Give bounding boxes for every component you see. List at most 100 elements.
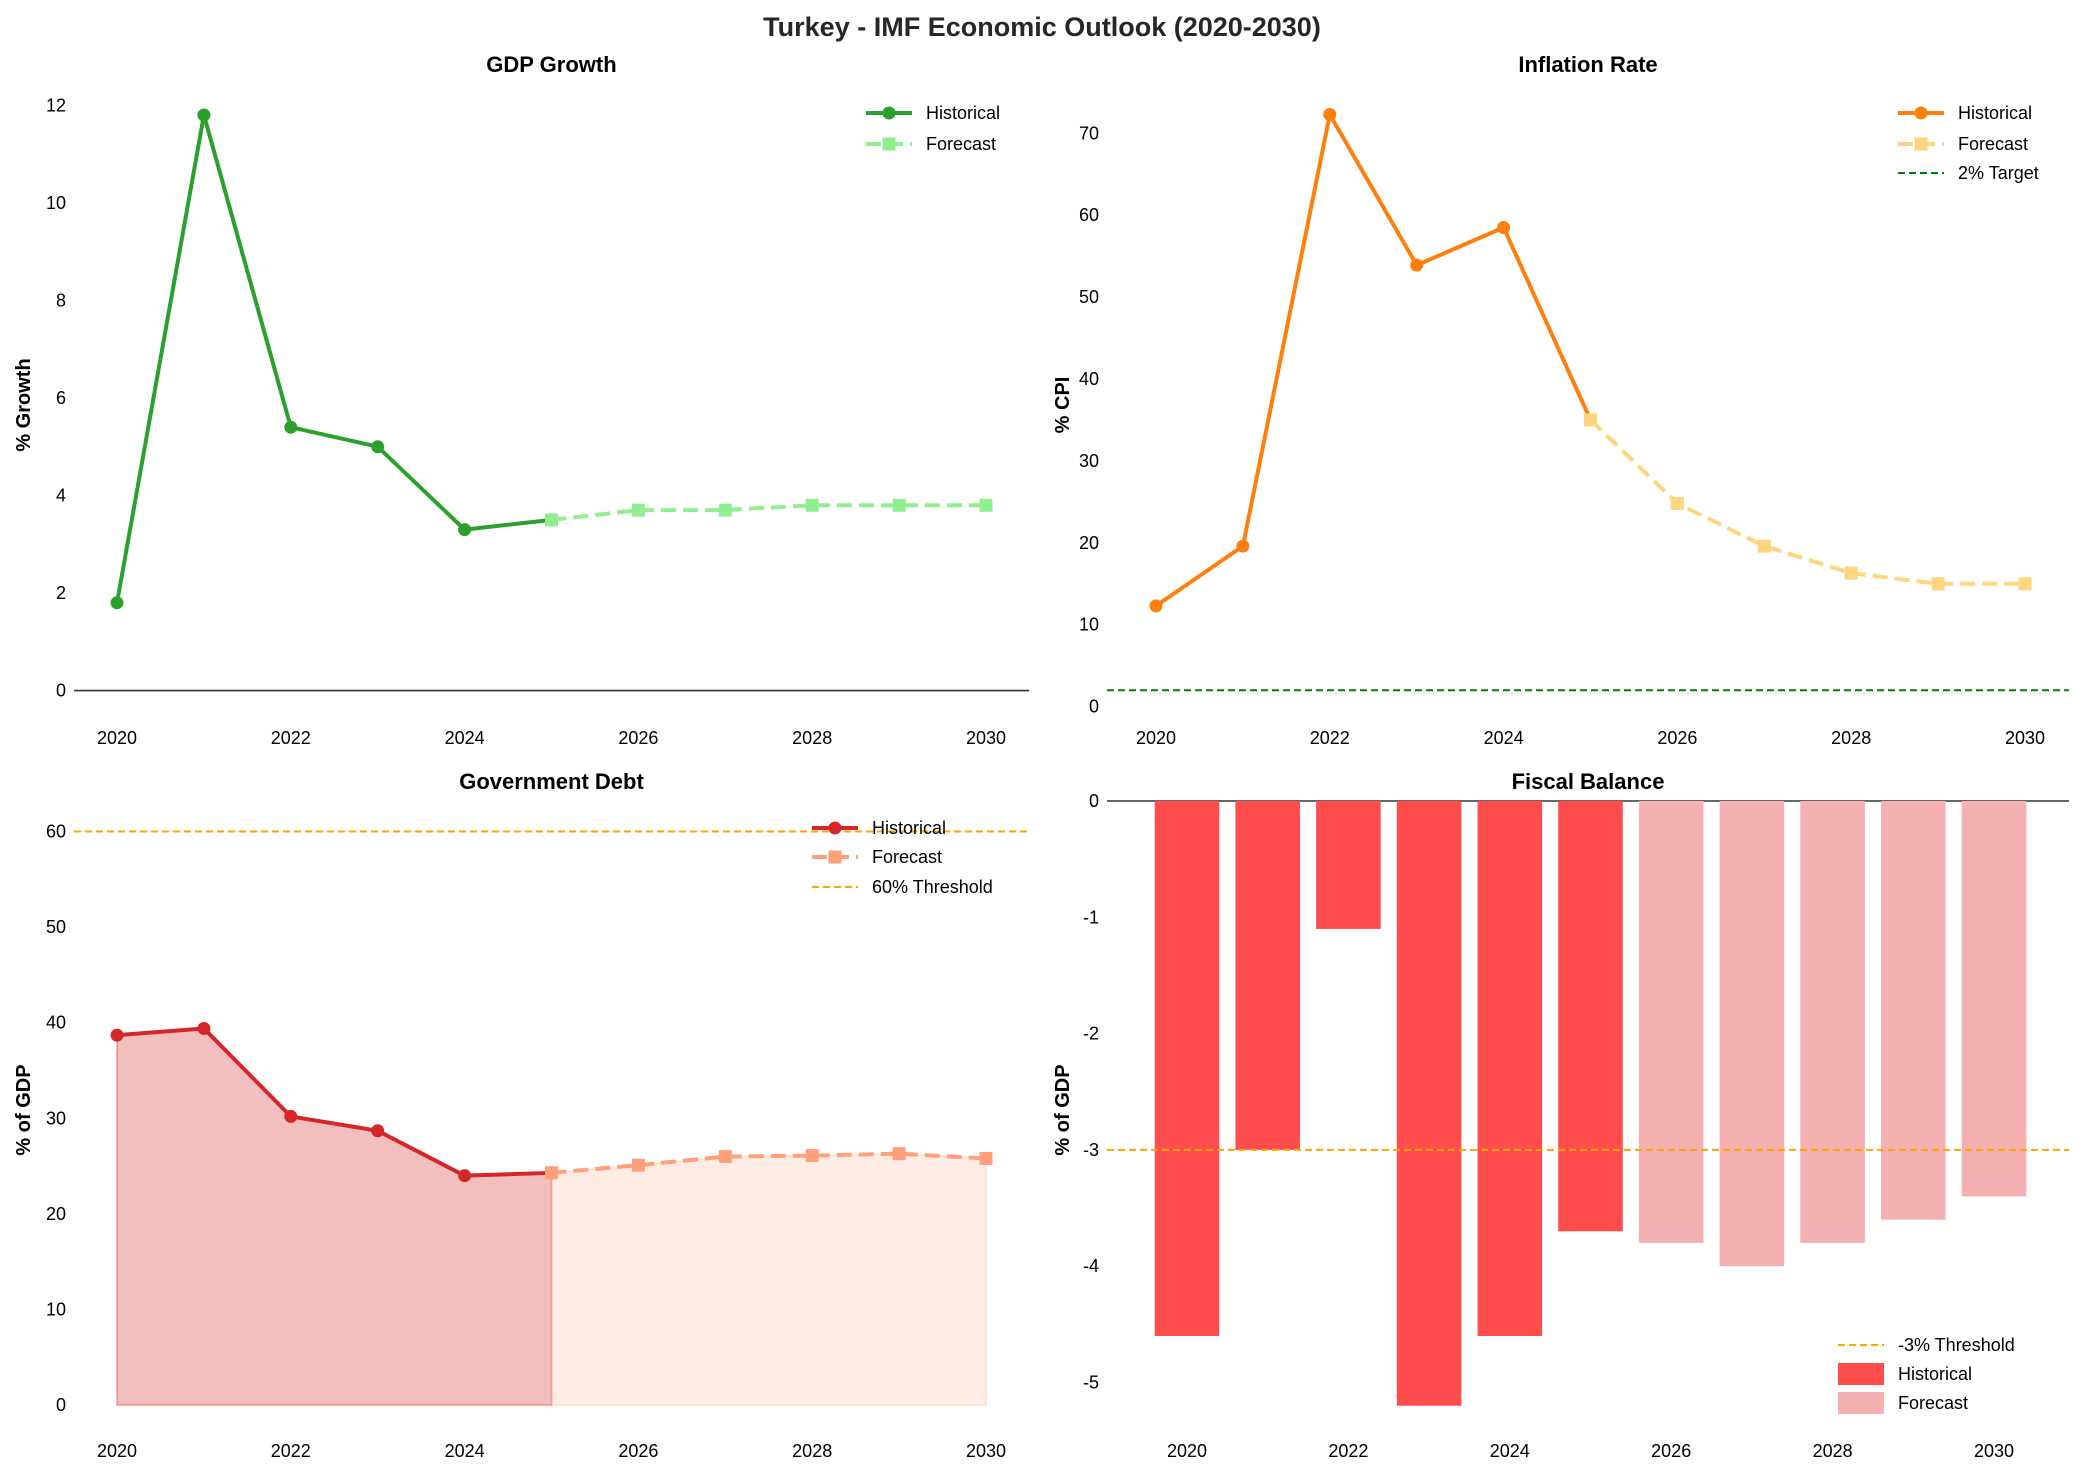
- government-debt-x-tick-label: 2022: [271, 1441, 311, 1461]
- inflation-rate-legend-item: Forecast: [1898, 134, 2028, 154]
- government-debt-y-tick-label: 10: [46, 1300, 66, 1320]
- inflation-rate-historical-point-2022: [1323, 107, 1337, 121]
- legend-marker-icon: [828, 821, 842, 835]
- fiscal-balance-panel: Fiscal Balance % of GDP 0 -1 -2 -3 -4 -5 2020 202…: [1052, 769, 2069, 1461]
- legend-marker-icon: [882, 137, 896, 151]
- gdp-growth-historical-point-2020: [110, 596, 124, 610]
- legend-marker-icon: [1914, 137, 1928, 151]
- fiscal-balance-legend-label: Historical: [1898, 1364, 1972, 1384]
- inflation-rate-forecast-point-2030: [2018, 577, 2032, 591]
- government-debt-x-tick-label: 2028: [792, 1441, 832, 1461]
- government-debt-y-tick-label: 0: [56, 1395, 66, 1415]
- inflation-rate-legend-item: Historical: [1898, 103, 2032, 123]
- gdp-growth-y-tick-label: 6: [56, 388, 66, 408]
- government-debt-historical-point-2020: [110, 1028, 124, 1042]
- government-debt-y-tick-label: 50: [46, 917, 66, 937]
- gdp-growth-forecast-point-2028: [805, 498, 819, 512]
- inflation-rate-x-tick-label: 2020: [1136, 728, 1176, 748]
- government-debt-y-tick-label: 60: [46, 822, 66, 842]
- gdp-growth-x-tick-label: 2020: [97, 728, 137, 748]
- government-debt-x-tick-label: 2024: [445, 1441, 485, 1461]
- gdp-growth-y-tick-label: 0: [56, 681, 66, 701]
- gdp-growth-forecast-point-2029: [892, 498, 906, 512]
- inflation-rate-x-tick-label: 2028: [1831, 728, 1871, 748]
- inflation-rate-title: Inflation Rate: [1518, 52, 1657, 77]
- fiscal-balance-legend: -3% Threshold Historical Forecast: [1838, 1335, 2015, 1414]
- gdp-growth-legend: Historical Forecast: [866, 103, 1000, 154]
- inflation-rate-historical-point-2021: [1236, 539, 1250, 553]
- gdp-growth-legend-label: Historical: [926, 103, 1000, 123]
- gdp-growth-x-tick-label: 2022: [271, 728, 311, 748]
- gdp-growth-x-tick-label: 2026: [618, 728, 658, 748]
- legend-patch-icon: [1838, 1363, 1884, 1385]
- gdp-growth-legend-item: Forecast: [866, 134, 996, 154]
- inflation-rate-legend-label: Historical: [1958, 103, 2032, 123]
- gdp-growth-y-tick-label: 8: [56, 290, 66, 310]
- government-debt-forecast-point-2030: [979, 1151, 993, 1165]
- fiscal-balance-legend-item: -3% Threshold: [1838, 1335, 2015, 1355]
- government-debt-legend-item: 60% Threshold: [812, 877, 993, 897]
- government-debt-legend-item: Historical: [812, 818, 946, 838]
- government-debt-legend: Historical Forecast 60% Threshold: [812, 818, 993, 897]
- government-debt-legend-label: Forecast: [872, 847, 942, 867]
- fiscal-balance-title: Fiscal Balance: [1512, 769, 1665, 794]
- fiscal-balance-bar-forecast-2029: [1881, 801, 1946, 1220]
- inflation-rate-historical-point-2023: [1410, 258, 1424, 272]
- government-debt-forecast-area: [550, 1152, 987, 1407]
- gdp-growth-y-tick-label: 10: [46, 193, 66, 213]
- inflation-rate-forecast-point-2028: [1844, 566, 1858, 580]
- gdp-growth-y-tick-label: 2: [56, 583, 66, 603]
- government-debt-historical-line: [116, 1026, 552, 1178]
- fiscal-balance-x-tick-label: 2024: [1490, 1441, 1530, 1461]
- government-debt-y-axis-label: % of GDP: [13, 1064, 35, 1155]
- gdp-growth-historical-point-2021: [197, 108, 211, 122]
- legend-marker-icon: [828, 850, 842, 864]
- inflation-rate-historical-point-2020: [1149, 599, 1163, 613]
- inflation-rate-y-tick-label: 30: [1079, 451, 1099, 471]
- gdp-growth-forecast-point-2027: [718, 503, 732, 517]
- inflation-rate-x-tick-label: 2024: [1484, 728, 1524, 748]
- inflation-rate-forecast-point-2025: [1584, 413, 1597, 427]
- inflation-rate-y-tick-label: 50: [1079, 287, 1099, 307]
- government-debt-forecast-point-2026: [631, 1158, 645, 1172]
- fiscal-balance-legend-label: -3% Threshold: [1898, 1335, 2015, 1355]
- gdp-growth-legend-label: Forecast: [926, 134, 996, 154]
- inflation-rate-y-axis-label: % CPI: [1052, 377, 1074, 434]
- gdp-growth-y-tick-label: 12: [46, 95, 66, 115]
- fiscal-balance-x-tick-label: 2022: [1328, 1441, 1368, 1461]
- inflation-rate-forecast-point-2026: [1670, 497, 1684, 511]
- inflation-rate-legend: Historical Forecast 2% Target: [1898, 103, 2039, 183]
- gdp-growth-historical-point-2022: [284, 420, 298, 434]
- fiscal-balance-bar-historical-2025: [1558, 801, 1623, 1232]
- fiscal-balance-y-tick-label: 0: [1089, 791, 1099, 811]
- government-debt-legend-label: Historical: [872, 818, 946, 838]
- fiscal-balance-bar-historical-2022: [1316, 801, 1381, 929]
- legend-marker-icon: [882, 106, 896, 120]
- government-debt-panel: Government Debt% of GDP01020304050602020…: [13, 769, 1029, 1461]
- government-debt-historical-point-2023: [371, 1124, 385, 1138]
- gdp-growth-forecast-point-2026: [631, 503, 645, 517]
- inflation-rate-historical-line: [1154, 112, 1593, 608]
- gdp-growth-historical-line: [115, 113, 552, 604]
- legend-marker-icon: [1914, 106, 1928, 120]
- government-debt-historical-area: [116, 1027, 553, 1407]
- government-debt-forecast-line: [551, 1151, 987, 1175]
- government-debt-forecast-point-2029: [892, 1147, 906, 1161]
- government-debt-y-tick-label: 20: [46, 1204, 66, 1224]
- figure-title: Turkey - IMF Economic Outlook (2020-2030…: [763, 12, 1321, 42]
- inflation-rate-y-tick-label: 10: [1079, 615, 1099, 635]
- fiscal-balance-bar-forecast-2026: [1638, 801, 1704, 1243]
- gdp-growth-historical-point-2023: [371, 440, 385, 454]
- government-debt-historical-point-2024: [458, 1169, 472, 1183]
- inflation-rate-x-tick-label: 2022: [1310, 728, 1350, 748]
- fiscal-balance-bar-forecast-2027: [1719, 801, 1785, 1267]
- fiscal-balance-x-tick-label: 2030: [1974, 1441, 2014, 1461]
- government-debt-historical-point-2022: [284, 1109, 298, 1123]
- inflation-rate-y-tick-label: 60: [1079, 205, 1099, 225]
- government-debt-legend-item: Forecast: [812, 847, 942, 867]
- inflation-rate-y-tick-label: 0: [1089, 697, 1099, 717]
- government-debt-y-tick-label: 40: [46, 1013, 66, 1033]
- fiscal-balance-bar-historical-2024: [1477, 801, 1543, 1336]
